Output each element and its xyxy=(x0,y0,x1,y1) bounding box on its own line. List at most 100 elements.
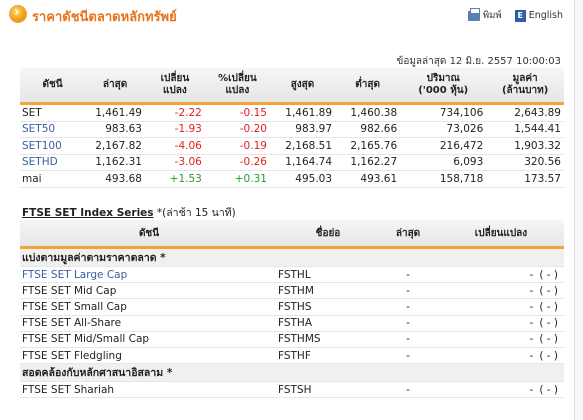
cell-low: 1,460.38 xyxy=(335,103,401,122)
cell-last: - xyxy=(378,266,438,284)
cell-vol: 73,026 xyxy=(400,121,487,138)
cell-name[interactable]: SET50 xyxy=(20,121,86,138)
table-row: SETHD 1,162.31 -3.06 -0.26 1,164.74 1,162.27 6… xyxy=(20,154,564,171)
change-value: - xyxy=(529,333,534,346)
col-header-line1: สูงสุด xyxy=(290,79,315,90)
change-percent: ( - ) xyxy=(539,284,558,297)
col-header: เปลี่ยน แปลง xyxy=(144,68,205,105)
cell-val: 1,903.32 xyxy=(486,137,564,155)
cell-symbol: FSTHM xyxy=(278,282,378,300)
col-header-last: ล่าสุด xyxy=(378,220,438,249)
cell-index-name: FTSE SET Mid/Small Cap xyxy=(20,331,278,348)
ftse-table: ดัชนี ชื่อย่อ ล่าสุด เปลี่ยนแปลง แบ่งตาม… xyxy=(20,220,564,399)
group-row: สอดคล้องกับหลักศาสนาอิสลาม * xyxy=(20,363,564,383)
change-value: - xyxy=(529,268,534,281)
cell-last: - xyxy=(378,282,438,300)
cell-vol: 6,093 xyxy=(400,154,487,171)
col-header-line2: แปลง xyxy=(162,85,187,96)
cell-high: 495.03 xyxy=(269,170,336,188)
cell-last: 983.63 xyxy=(85,121,145,138)
cell-change: -( - ) xyxy=(438,282,564,300)
cell-last: 2,167.82 xyxy=(85,137,145,155)
cell-index-name: FTSE SET Mid Cap xyxy=(20,282,278,300)
col-header: ต่ำสุด xyxy=(335,68,401,105)
cell-val: 173.57 xyxy=(486,170,564,188)
change-value: - xyxy=(529,284,534,297)
print-link[interactable]: พิมพ์ xyxy=(482,10,502,21)
cell-last: - xyxy=(378,331,438,348)
cell-name[interactable]: SET100 xyxy=(20,137,86,155)
col-header: ล่าสุด xyxy=(85,68,145,105)
col-header: ปริมาณ ('000 หุ้น) xyxy=(400,68,487,105)
scrollbar[interactable] xyxy=(574,0,583,420)
cell-val: 1,544.41 xyxy=(486,121,564,138)
cell-chg: -2.22 xyxy=(144,103,205,122)
table-row: FTSE SET Small Cap FSTHS - -( - ) xyxy=(20,298,564,316)
change-percent: ( - ) xyxy=(539,300,558,313)
table-row: FTSE SET Mid/Small Cap FSTHMS - -( - ) xyxy=(20,331,564,348)
change-percent: ( - ) xyxy=(539,317,558,330)
table-row: FTSE SET All-Share FSTHA - -( - ) xyxy=(20,315,564,332)
col-header-line1: ล่าสุด xyxy=(102,79,128,90)
cell-high: 1,461.89 xyxy=(269,103,336,122)
cell-change: -( - ) xyxy=(438,315,564,332)
col-header-line1: ปริมาณ xyxy=(426,73,460,84)
col-header-symbol: ชื่อย่อ xyxy=(278,220,378,249)
cell-pchg: -0.26 xyxy=(204,154,270,171)
change-percent: ( - ) xyxy=(539,383,558,396)
cell-low: 493.61 xyxy=(335,170,401,188)
col-header-line2: (ล้านบาท) xyxy=(501,85,549,96)
change-percent: ( - ) xyxy=(539,333,558,346)
col-header: สูงสุด xyxy=(269,68,336,105)
cell-name: SET xyxy=(20,103,86,122)
cell-index-name: FTSE SET All-Share xyxy=(20,315,278,332)
group-row: แบ่งตามมูลค่าตามราคาตลาด * xyxy=(20,247,564,267)
table-row: FTSE SET Mid Cap FSTHM - -( - ) xyxy=(20,282,564,300)
col-header-index: ดัชนี xyxy=(20,220,278,249)
change-value: - xyxy=(529,317,534,330)
cell-last: 1,461.49 xyxy=(85,103,145,122)
group-label: สอดคล้องกับหลักศาสนาอิสลาม * xyxy=(20,363,564,383)
header-tools: พิมพ์ E English xyxy=(467,7,563,23)
table-row: SET 1,461.49 -2.22 -0.15 1,461.89 1,460.38 734… xyxy=(20,103,564,122)
cell-pchg: -0.19 xyxy=(204,137,270,155)
cell-name[interactable]: SETHD xyxy=(20,154,86,171)
cell-symbol: FSTHS xyxy=(278,298,378,316)
ftse-section-heading: FTSE SET Index Series *(ล่าช้า 15 นาที) xyxy=(22,204,236,221)
english-link[interactable]: English xyxy=(528,10,563,21)
col-header-line1: มูลค่า xyxy=(512,73,538,84)
cell-change: -( - ) xyxy=(438,347,564,365)
cell-last: - xyxy=(378,347,438,365)
change-percent: ( - ) xyxy=(539,349,558,362)
cell-vol: 734,106 xyxy=(400,103,487,122)
cell-index-name: FTSE SET Fledgling xyxy=(20,347,278,365)
english-flag-icon[interactable]: E xyxy=(514,9,526,22)
cell-symbol: FSTHMS xyxy=(278,331,378,348)
col-header: ดัชนี xyxy=(20,68,86,105)
cell-chg: -1.93 xyxy=(144,121,205,138)
table-row: SET50 983.63 -1.93 -0.20 983.97 982.66 73,026 1… xyxy=(20,121,564,138)
cell-last: 493.68 xyxy=(85,170,145,188)
cell-last: - xyxy=(378,315,438,332)
change-value: - xyxy=(529,349,534,362)
printer-icon[interactable] xyxy=(467,7,480,21)
cell-index-name: FTSE SET Shariah xyxy=(20,381,278,399)
page-title: ราคาดัชนีตลาดหลักทรัพย์ xyxy=(32,10,177,25)
col-header: %เปลี่ยน แปลง xyxy=(204,68,270,105)
change-percent: ( - ) xyxy=(539,268,558,281)
cell-last: - xyxy=(378,381,438,399)
cell-index-name: FTSE SET Small Cap xyxy=(20,298,278,316)
cell-last: - xyxy=(378,298,438,316)
index-table: ดัชนี ล่าสุด เปลี่ยน แปลง %เปลี่ยน แปลง สูงสุด… xyxy=(20,68,564,188)
cell-change: -( - ) xyxy=(438,266,564,284)
cell-pchg: -0.20 xyxy=(204,121,270,138)
cell-symbol: FSTSH xyxy=(278,381,378,399)
cell-name: mai xyxy=(20,170,86,188)
col-header: มูลค่า (ล้านบาท) xyxy=(486,68,564,105)
col-header-change: เปลี่ยนแปลง xyxy=(438,220,564,249)
cell-low: 982.66 xyxy=(335,121,401,138)
cell-index-name[interactable]: FTSE SET Large Cap xyxy=(20,266,278,284)
cell-vol: 158,718 xyxy=(400,170,487,188)
cell-symbol: FSTHL xyxy=(278,266,378,284)
